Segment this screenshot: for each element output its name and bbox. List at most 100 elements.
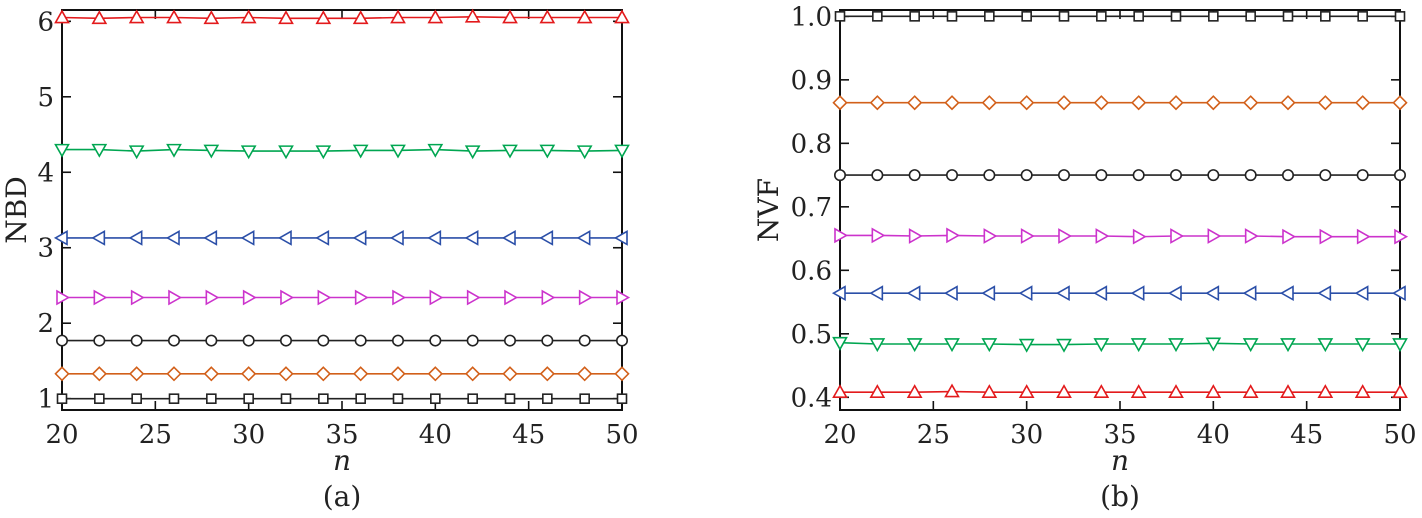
data-point-triangle-left — [1055, 285, 1070, 302]
data-point-diamond — [1317, 95, 1333, 111]
data-point-triangle-down — [128, 145, 145, 160]
data-point-circle — [1058, 169, 1071, 182]
y-tick-label: 5 — [37, 83, 54, 113]
data-point-triangle-up — [1093, 384, 1110, 399]
data-point-triangle-left — [831, 285, 846, 302]
data-point-square — [1208, 11, 1219, 22]
data-point-square — [243, 393, 254, 404]
data-point-square — [131, 393, 142, 404]
data-point-square — [909, 11, 920, 22]
data-point-triangle-right — [392, 289, 407, 306]
x-tick-label: 25 — [917, 420, 950, 450]
data-point-triangle-left — [1205, 285, 1220, 302]
panel-caption-b: (b) — [1100, 480, 1140, 513]
data-point-triangle-up — [1392, 384, 1408, 399]
data-point-circle — [983, 169, 996, 182]
data-point-triangle-left — [128, 230, 143, 246]
data-point-square — [1170, 11, 1182, 22]
data-point-triangle-down — [906, 338, 923, 353]
data-point-triangle-up — [464, 8, 481, 23]
y-tick-label: 1.0 — [791, 2, 832, 32]
data-point-circle — [1095, 169, 1108, 182]
data-point-circle — [93, 334, 106, 347]
data-point-triangle-down — [352, 144, 369, 159]
data-point-triangle-left — [1167, 285, 1182, 302]
series-line-triangle-down-a — [62, 148, 623, 152]
data-point-triangle-right — [317, 289, 332, 306]
x-tick-label: 50 — [1383, 420, 1416, 450]
data-point-triangle-right — [1170, 228, 1185, 244]
data-point-triangle-right — [1319, 228, 1334, 245]
series-line-triangle-up-a — [61, 15, 622, 20]
data-point-triangle-up — [427, 9, 444, 24]
data-point-triangle-up — [352, 10, 369, 25]
data-point-diamond — [166, 366, 182, 382]
data-point-square — [504, 393, 516, 404]
data-point-triangle-right — [871, 227, 886, 244]
data-point-circle — [279, 334, 292, 347]
data-point-triangle-left — [53, 230, 68, 246]
series-line-triangle-up-b — [840, 390, 1400, 394]
data-point-triangle-down — [203, 144, 220, 159]
data-point-square — [1357, 11, 1368, 22]
data-point-square — [1096, 11, 1107, 22]
x-tick-label: 25 — [139, 420, 172, 450]
data-point-square — [318, 393, 329, 404]
data-point-triangle-up — [1280, 384, 1296, 399]
data-point-diamond — [981, 95, 997, 111]
y-axis-title-b: NVF — [752, 178, 785, 242]
data-point-triangle-up — [203, 10, 220, 25]
data-point-circle — [391, 334, 404, 347]
data-point-triangle-up — [390, 9, 406, 24]
data-point-triangle-up — [1354, 384, 1371, 399]
data-point-circle — [130, 334, 143, 347]
data-point-triangle-down — [614, 144, 630, 159]
data-point-square — [1320, 11, 1331, 22]
data-point-triangle-left — [240, 230, 255, 246]
x-axis-title-a: n — [333, 444, 351, 477]
data-point-square — [616, 393, 628, 404]
data-point-triangle-down — [464, 145, 481, 160]
data-point-square — [579, 393, 590, 404]
y-tick-label: 6 — [37, 7, 54, 37]
data-point-triangle-right — [541, 289, 556, 306]
data-point-triangle-right — [1058, 228, 1073, 244]
data-point-triangle-up — [1242, 384, 1259, 399]
data-point-circle — [541, 334, 554, 347]
data-point-triangle-right — [1356, 228, 1371, 245]
data-point-triangle-right — [168, 289, 183, 306]
data-point-diamond — [465, 366, 481, 382]
data-point-triangle-up — [614, 9, 630, 24]
y-tick-label: 4 — [37, 158, 54, 188]
data-point-triangle-up — [128, 9, 145, 24]
x-tick-label: 35 — [325, 420, 358, 450]
data-point-triangle-down — [869, 338, 886, 353]
data-point-triangle-right — [56, 289, 71, 306]
data-point-triangle-right — [130, 289, 145, 306]
data-point-circle — [1244, 169, 1257, 182]
data-point-square — [94, 393, 105, 404]
data-point-triangle-left — [315, 230, 330, 246]
data-point-square — [1282, 11, 1294, 22]
data-point-circle — [1319, 169, 1332, 182]
data-point-diamond — [1280, 95, 1296, 111]
panel-caption-a: (a) — [323, 480, 362, 513]
data-point-diamond — [353, 366, 369, 382]
data-point-triangle-up — [502, 9, 518, 24]
data-point-triangle-up — [1317, 384, 1334, 399]
data-point-triangle-up — [278, 10, 294, 25]
data-point-square — [355, 393, 366, 404]
data-point-triangle-down — [54, 143, 70, 158]
data-point-circle — [1170, 169, 1183, 182]
data-point-triangle-left — [943, 285, 958, 302]
x-tick-label: 20 — [45, 420, 78, 450]
data-point-circle — [55, 334, 68, 347]
data-point-diamond — [577, 366, 593, 382]
data-point-triangle-down — [1280, 338, 1296, 353]
data-point-triangle-up — [944, 383, 960, 398]
data-point-triangle-up — [1205, 384, 1222, 399]
data-point-triangle-down — [576, 145, 593, 160]
data-point-circle — [1356, 169, 1369, 182]
series-group-b — [831, 11, 1409, 399]
